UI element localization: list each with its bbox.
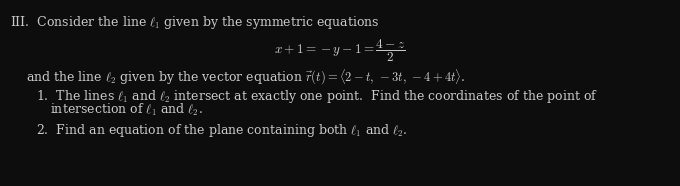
Text: 2.  Find an equation of the plane containing both $\ell_1$ and $\ell_2$.: 2. Find an equation of the plane contain…: [36, 122, 407, 139]
Text: $x + 1 = -y - 1 = \dfrac{4 - z}{2}$: $x + 1 = -y - 1 = \dfrac{4 - z}{2}$: [274, 38, 406, 64]
Text: III.  Consider the line $\ell_1$ given by the symmetric equations: III. Consider the line $\ell_1$ given by…: [10, 14, 379, 31]
Text: 1.  The lines $\ell_1$ and $\ell_2$ intersect at exactly one point.  Find the co: 1. The lines $\ell_1$ and $\ell_2$ inter…: [36, 88, 598, 105]
Text: and the line $\ell_2$ given by the vector equation $\vec{r}(t) = \langle 2-t,\,-: and the line $\ell_2$ given by the vecto…: [26, 68, 466, 87]
Text: intersection of $\ell_1$ and $\ell_2$.: intersection of $\ell_1$ and $\ell_2$.: [50, 102, 203, 118]
